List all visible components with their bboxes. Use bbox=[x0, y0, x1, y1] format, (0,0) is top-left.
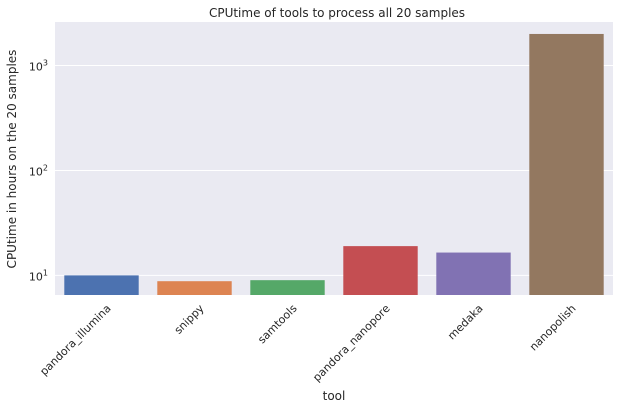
bar-samtools bbox=[250, 280, 325, 295]
bar-nanopolish bbox=[529, 33, 604, 295]
x-tick-label: pandora_illumina bbox=[37, 302, 113, 378]
gridlines bbox=[55, 65, 613, 276]
y-tick-label: 103 bbox=[29, 59, 48, 74]
chart-title: CPUtime of tools to process all 20 sampl… bbox=[209, 6, 465, 20]
bars bbox=[64, 33, 604, 295]
x-tick-label: snippy bbox=[172, 302, 207, 337]
y-axis-label: CPUtime in hours on the 20 samples bbox=[5, 50, 19, 269]
x-tick-label: medaka bbox=[445, 302, 485, 342]
y-axis-ticks: 101 102 103 bbox=[29, 59, 48, 284]
plot-area bbox=[55, 22, 613, 295]
x-axis-ticks: pandora_illumina snippy samtools pandora_na… bbox=[37, 302, 578, 385]
x-tick-label: pandora_nanopore bbox=[310, 302, 392, 384]
bar-pandora-illumina bbox=[64, 275, 139, 295]
y-tick-label: 102 bbox=[29, 163, 48, 178]
bar-pandora-nanopore bbox=[343, 246, 418, 295]
x-tick-label: nanopolish bbox=[527, 302, 579, 354]
x-tick-label: samtools bbox=[255, 302, 300, 347]
y-tick-label: 101 bbox=[29, 268, 48, 283]
bar-medaka bbox=[436, 252, 511, 295]
x-axis-label: tool bbox=[323, 389, 346, 403]
bar-snippy bbox=[157, 281, 232, 295]
